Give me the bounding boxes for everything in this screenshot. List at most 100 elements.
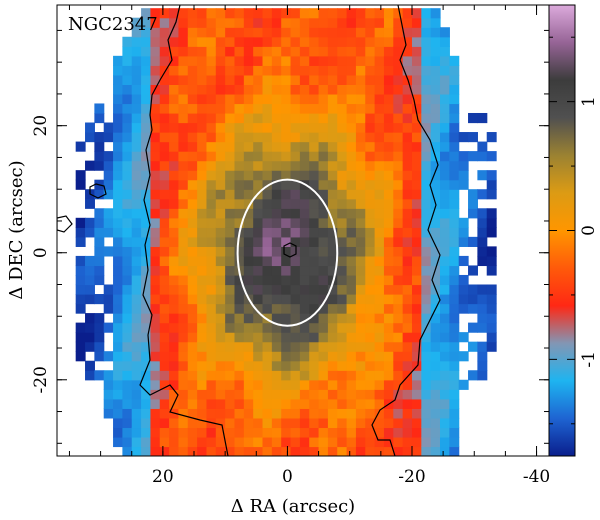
heatmap-cell	[355, 379, 366, 390]
heatmap-cell	[215, 427, 226, 438]
heatmap-cell	[234, 36, 245, 47]
heatmap-cell	[197, 303, 208, 314]
heatmap-cell	[383, 255, 394, 267]
map-area	[57, 5, 549, 456]
heatmap-cell	[225, 398, 236, 409]
heatmap-cell	[355, 17, 366, 28]
contour-nucleus	[283, 242, 297, 258]
heatmap-cell	[253, 436, 264, 448]
heatmap-cell	[393, 408, 404, 419]
heatmap-cell	[187, 151, 198, 162]
heatmap-cell	[383, 408, 394, 419]
heatmap-cell	[346, 274, 357, 286]
heatmap-cell	[327, 370, 338, 381]
heatmap-cell	[430, 341, 441, 352]
heatmap-cell	[225, 322, 236, 333]
heatmap-cell	[281, 360, 292, 371]
heatmap-cell	[234, 436, 245, 448]
heatmap-cell	[178, 274, 189, 286]
heatmap-cell	[430, 255, 441, 267]
heatmap-cell	[355, 189, 366, 200]
heatmap-cell	[113, 417, 123, 429]
heatmap-cell	[290, 141, 301, 152]
heatmap-cell	[290, 379, 301, 390]
heatmap-cell	[337, 246, 348, 257]
heatmap-cell	[178, 294, 189, 305]
heatmap-cell	[309, 36, 320, 47]
heatmap-cell	[215, 141, 226, 152]
heatmap-cell	[178, 427, 189, 438]
heatmap-cell	[206, 322, 217, 333]
heatmap-cell	[355, 265, 366, 276]
heatmap-cell	[281, 65, 292, 76]
heatmap-cell	[458, 236, 469, 247]
heatmap-cell	[327, 360, 338, 371]
y-axis-title: Δ DEC (arcsec)	[6, 160, 27, 299]
heatmap-cell	[346, 265, 357, 276]
heatmap-cell	[122, 122, 133, 133]
heatmap-cell	[113, 179, 123, 190]
heatmap-cell	[141, 294, 152, 305]
heatmap-cell	[393, 55, 404, 66]
heatmap-cell	[402, 189, 413, 200]
heatmap-cell	[131, 84, 142, 95]
heatmap-cell	[169, 332, 180, 343]
heatmap-cell	[337, 265, 348, 276]
heatmap-cell	[206, 427, 217, 438]
heatmap-cell	[281, 198, 292, 209]
heatmap-cell	[421, 132, 432, 143]
heatmap-cell	[113, 370, 123, 381]
heatmap-cell	[440, 303, 450, 314]
heatmap-cell	[449, 236, 460, 247]
heatmap-cell	[290, 170, 301, 181]
heatmap-cell	[243, 255, 254, 267]
heatmap-cell	[355, 132, 366, 143]
heatmap-cell	[327, 294, 338, 305]
heatmap-cell	[440, 313, 450, 324]
heatmap-cell	[187, 417, 198, 429]
heatmap-cell	[187, 208, 198, 219]
heatmap-cell	[346, 236, 357, 247]
heatmap-cell	[430, 46, 441, 57]
heatmap-cell	[290, 122, 301, 133]
heatmap-cell	[337, 36, 348, 47]
heatmap-cell	[169, 170, 180, 181]
heatmap-cell	[393, 255, 404, 267]
heatmap-cell	[206, 160, 217, 171]
heatmap-cell	[337, 303, 348, 314]
heatmap-cell	[309, 274, 320, 286]
heatmap-cell	[458, 217, 469, 228]
heatmap-cell	[141, 427, 152, 438]
heatmap-cell	[440, 322, 450, 333]
heatmap-cell	[449, 246, 460, 257]
heatmap-cell	[225, 198, 236, 209]
heatmap-cell	[206, 132, 217, 143]
heatmap-cell	[122, 170, 133, 181]
heatmap-cell	[150, 160, 161, 171]
heatmap-cell	[365, 93, 376, 105]
heatmap-cell	[169, 360, 180, 371]
heatmap-cell	[243, 246, 254, 257]
heatmap-cell	[234, 74, 245, 85]
heatmap-cell	[122, 84, 133, 95]
heatmap-cell	[281, 284, 292, 295]
heatmap-cell	[309, 112, 320, 124]
heatmap-cell	[402, 332, 413, 343]
heatmap-cell	[411, 398, 422, 409]
heatmap-cell	[169, 208, 180, 219]
heatmap-cell	[206, 170, 217, 181]
heatmap-cell	[159, 427, 170, 438]
x-tick-label: -40	[523, 467, 550, 487]
heatmap-cell	[85, 370, 95, 381]
heatmap-cell	[187, 446, 198, 456]
heatmap-cell	[449, 160, 460, 171]
heatmap-cell	[197, 408, 208, 419]
heatmap-cell	[365, 103, 376, 114]
heatmap-cell	[421, 246, 432, 257]
heatmap-cell	[150, 189, 161, 200]
heatmap-cell	[355, 427, 366, 438]
heatmap-cell	[337, 84, 348, 95]
heatmap-cell	[85, 132, 95, 143]
heatmap-cell	[113, 103, 123, 114]
heatmap-cell	[243, 112, 254, 124]
